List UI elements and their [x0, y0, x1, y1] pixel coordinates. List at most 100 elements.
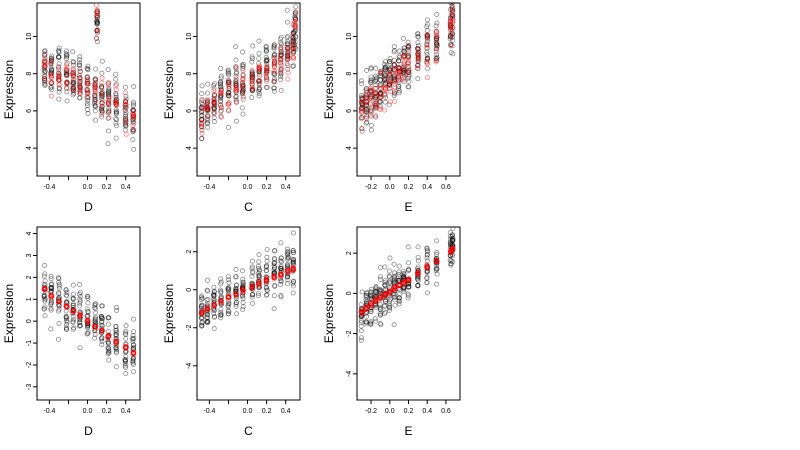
data-point — [392, 88, 398, 94]
data-point — [368, 290, 374, 296]
data-point — [199, 135, 205, 141]
data-point — [211, 119, 217, 125]
data-point — [278, 77, 284, 83]
data-point — [264, 263, 270, 269]
y-tick-label: 8 — [26, 72, 33, 76]
data-point — [131, 342, 137, 348]
y-tick-label: 0 — [26, 319, 33, 323]
data-point — [271, 61, 277, 67]
data-point — [373, 76, 379, 82]
data-point — [122, 105, 128, 111]
data-point — [42, 313, 48, 319]
data-point — [226, 294, 232, 300]
data-point — [433, 32, 439, 38]
data-point — [278, 36, 284, 42]
data-point — [377, 77, 383, 83]
data-point — [70, 291, 76, 297]
data-point — [405, 292, 411, 298]
data-point — [105, 110, 111, 116]
data-point — [131, 108, 137, 114]
data-point — [377, 82, 383, 88]
data-point — [93, 324, 99, 330]
data-point — [48, 84, 54, 90]
y-axis-label: Expression — [2, 60, 16, 119]
data-point — [64, 85, 70, 91]
data-point — [387, 280, 393, 286]
data-point — [386, 68, 392, 74]
data-point — [49, 284, 55, 290]
x-tick-label: 0.0 — [83, 184, 93, 191]
data-point — [272, 248, 278, 254]
data-point — [225, 67, 231, 73]
data-point — [64, 48, 70, 54]
data-point — [255, 293, 261, 299]
data-point — [64, 79, 70, 85]
data-point — [77, 69, 83, 75]
data-point — [70, 59, 76, 65]
data-point — [364, 289, 370, 295]
data-point — [204, 116, 210, 122]
data-point — [85, 331, 91, 337]
data-point — [55, 302, 61, 308]
data-point — [123, 101, 129, 107]
data-point — [94, 20, 100, 26]
data-point — [239, 62, 245, 68]
data-point — [204, 315, 210, 321]
data-point — [63, 287, 69, 293]
data-point — [433, 251, 439, 257]
data-point — [64, 98, 70, 104]
data-point — [415, 244, 421, 250]
points-layer — [41, 3, 137, 152]
data-point — [448, 30, 454, 36]
data-point — [41, 77, 47, 83]
data-point — [99, 108, 105, 114]
data-point — [264, 268, 270, 274]
data-point — [48, 74, 54, 80]
data-point — [56, 65, 62, 71]
data-point — [199, 319, 205, 325]
data-point — [205, 288, 211, 294]
data-point — [396, 295, 402, 301]
data-point — [425, 66, 431, 72]
data-point — [233, 285, 239, 291]
data-point — [130, 129, 136, 135]
data-point — [373, 102, 379, 108]
data-point — [123, 112, 129, 118]
data-point — [211, 100, 217, 106]
data-point — [99, 95, 105, 101]
data-point — [290, 279, 296, 285]
data-point — [84, 293, 90, 299]
data-point — [113, 120, 119, 126]
data-point — [233, 44, 239, 50]
data-point — [106, 95, 112, 101]
y-tick-label: -2 — [346, 330, 353, 336]
data-point — [256, 86, 262, 92]
data-point — [249, 266, 255, 272]
data-point — [373, 304, 379, 310]
data-point — [130, 103, 136, 109]
data-point — [85, 308, 91, 314]
data-point — [387, 298, 393, 304]
data-point — [105, 315, 111, 321]
data-point — [99, 339, 105, 345]
points-layer — [198, 230, 297, 332]
x-axis-label: C — [244, 200, 253, 214]
data-point — [406, 284, 412, 290]
data-point — [71, 308, 77, 314]
x-tick-label: -0.4 — [203, 184, 215, 191]
data-point — [448, 43, 454, 49]
data-point — [131, 336, 137, 342]
data-point — [77, 294, 83, 300]
data-point — [424, 24, 430, 30]
data-point — [211, 115, 217, 121]
data-point — [364, 106, 370, 112]
data-point — [406, 260, 412, 266]
x-tick-label: 0.0 — [243, 184, 253, 191]
data-point — [396, 274, 402, 280]
data-point — [130, 111, 136, 117]
data-point — [406, 72, 412, 78]
data-point — [94, 21, 100, 27]
data-point — [448, 261, 454, 267]
data-point — [56, 49, 62, 55]
